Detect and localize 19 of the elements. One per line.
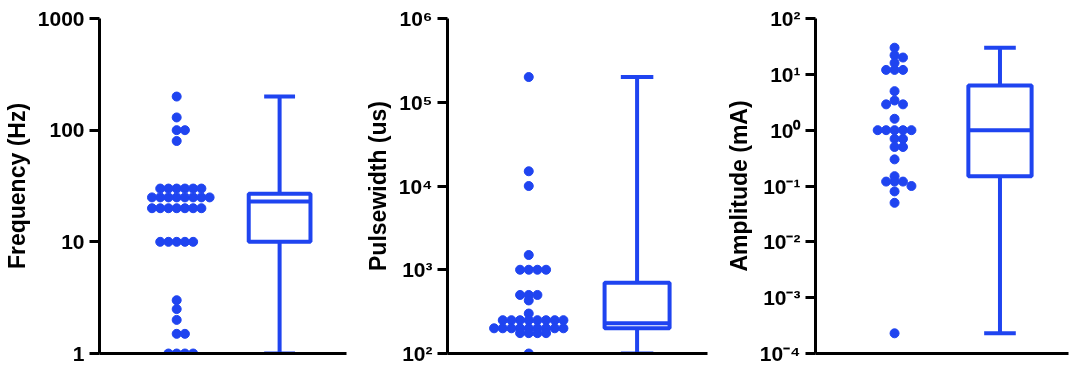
y-tick-label: 1000	[37, 6, 85, 30]
y-tick-label: 1	[72, 341, 85, 365]
y-tick-label: 10	[61, 229, 85, 253]
y-axis-title: Pulsewidth (us)	[364, 101, 391, 271]
y-axis-title: Frequency (Hz)	[3, 102, 30, 270]
y-tick-label: 10³	[402, 258, 433, 282]
y-tick-label: 10⁻³	[763, 286, 801, 310]
y-tick-label: 10⁻¹	[763, 174, 801, 198]
y-tick-label: 10⁴	[398, 174, 433, 198]
y-tick-label: 10⁶	[399, 7, 433, 30]
y-tick-label: 100	[49, 118, 85, 142]
y-tick-label: 10²	[402, 342, 433, 365]
y-tick-label: 10²	[770, 7, 801, 30]
y-tick-label: 10⁻⁴	[759, 342, 801, 365]
y-tick-label: 10¹	[770, 62, 801, 86]
y-tick-label: 10⁰	[770, 118, 802, 142]
y-tick-label: 10⁻²	[763, 230, 801, 254]
y-tick-label: 10⁵	[399, 90, 433, 114]
y-axis-title: Amplitude (mA)	[725, 100, 752, 272]
